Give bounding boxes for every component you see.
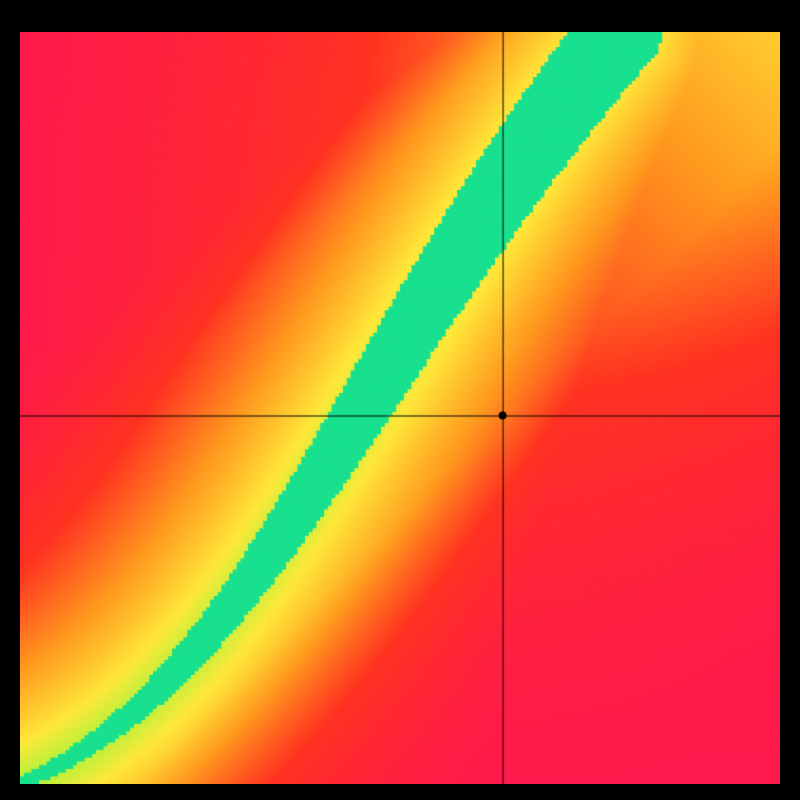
- watermark-text: TheBottleneck.com: [579, 6, 782, 32]
- chart-container: TheBottleneck.com: [0, 0, 800, 800]
- bottleneck-heatmap: [20, 32, 780, 784]
